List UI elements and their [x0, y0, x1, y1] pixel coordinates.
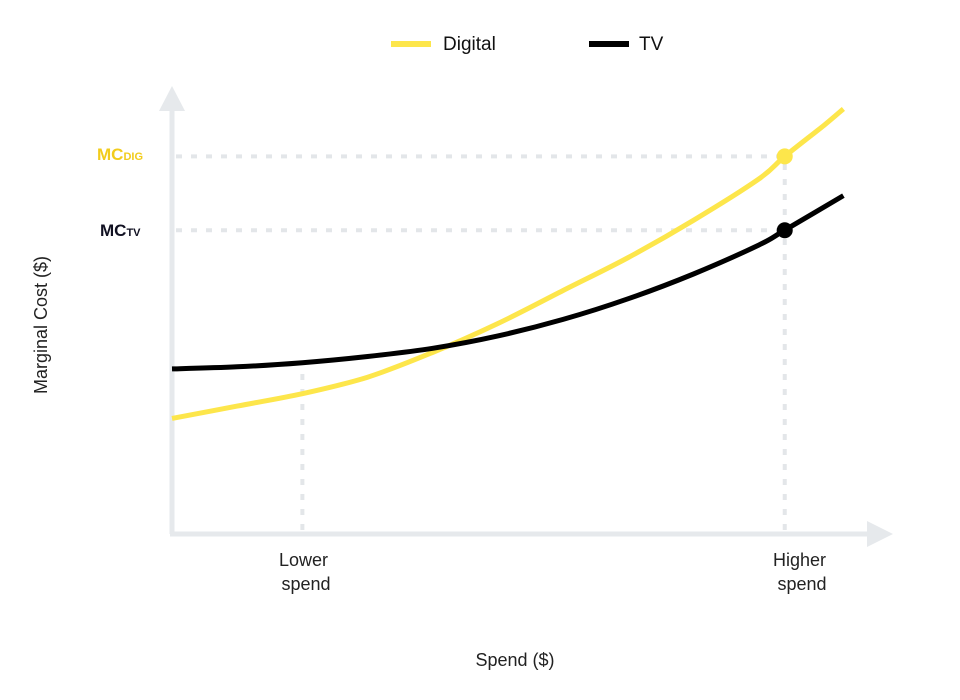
x-tick-lower-line2: spend	[281, 574, 330, 594]
y-axis-title: Marginal Cost ($)	[31, 256, 51, 394]
mc-tv-main: MC	[100, 221, 126, 240]
x-tick-higher-line1: Higher	[773, 550, 826, 570]
legend-label-digital: Digital	[443, 34, 496, 55]
mc-digital-main: MC	[97, 145, 123, 164]
reference-lines	[176, 154, 787, 530]
series-line-tv	[171, 193, 845, 372]
highlight-points	[776, 148, 793, 239]
x-tick-higher-line2: spend	[777, 574, 826, 594]
mc-tv-sub: TV	[126, 227, 141, 239]
highlight-point-digital	[776, 148, 793, 165]
legend: Digital TV	[391, 34, 664, 55]
axes	[159, 86, 893, 547]
x-tick-label-higher: Higher spend	[773, 550, 831, 594]
mc-tv-label: MCTV	[100, 221, 141, 240]
x-tick-lower-line1: Lower	[279, 550, 328, 570]
x-axis-arrow-icon	[867, 521, 893, 547]
y-axis-arrow-icon	[159, 86, 185, 111]
legend-label-tv: TV	[639, 34, 664, 55]
highlight-point-tv	[776, 222, 793, 239]
x-tick-label-lower: Lower spend	[279, 550, 333, 594]
mc-digital-label: MCDIG	[97, 145, 143, 164]
mc-digital-sub: DIG	[123, 151, 143, 163]
x-axis-title: Spend ($)	[475, 650, 554, 670]
